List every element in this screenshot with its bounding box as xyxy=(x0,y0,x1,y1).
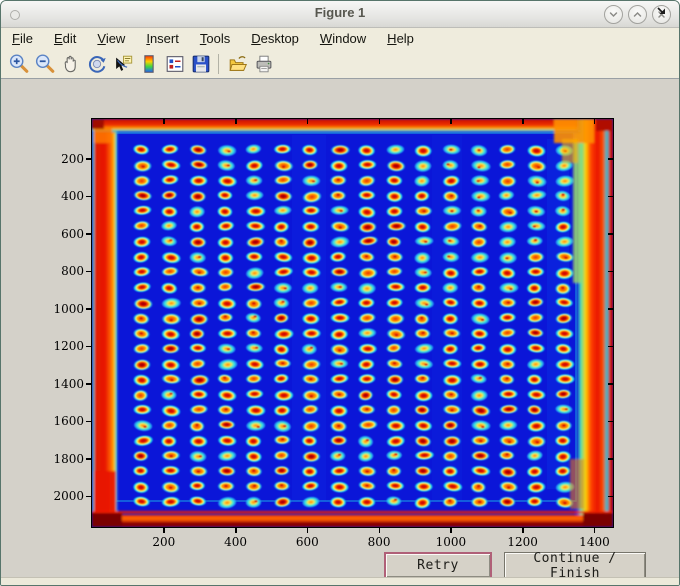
menu-item-window[interactable]: Window xyxy=(319,31,367,46)
x-tick xyxy=(522,528,524,533)
data-cursor-button[interactable] xyxy=(110,51,136,77)
x-tick-top xyxy=(163,119,165,124)
y-tick-label: 1000 xyxy=(53,301,84,316)
y-tick-label: 800 xyxy=(61,264,84,278)
insert-colorbar-button[interactable] xyxy=(136,51,162,77)
x-tick-label: 600 xyxy=(295,535,319,549)
y-tick-right xyxy=(608,308,613,310)
x-tick-top xyxy=(522,119,524,124)
x-tick xyxy=(163,528,165,533)
y-tick xyxy=(86,308,91,310)
x-tick-label: 800 xyxy=(367,535,391,549)
x-tick-label: 1400 xyxy=(579,535,610,549)
y-tick-right xyxy=(608,458,613,460)
y-tick-right xyxy=(608,495,613,497)
insert-legend-button[interactable] xyxy=(162,51,188,77)
y-tick-label: 1400 xyxy=(53,376,84,391)
menu-item-insert[interactable]: Insert xyxy=(146,31,179,46)
menu-item-tools[interactable]: Tools xyxy=(199,31,231,46)
y-tick xyxy=(86,345,91,347)
x-tick-top xyxy=(235,119,237,124)
microplate-heatmap-image[interactable] xyxy=(92,119,613,527)
maximize-button[interactable] xyxy=(628,5,647,24)
x-tick-top xyxy=(378,119,381,124)
open-file-button[interactable] xyxy=(225,51,251,77)
zoom-in-button[interactable] xyxy=(6,51,32,77)
save-button[interactable] xyxy=(188,51,214,77)
y-tick-right xyxy=(608,195,613,197)
x-tick xyxy=(378,528,381,533)
y-tick-label: 1600 xyxy=(53,414,84,428)
x-tick xyxy=(593,528,596,533)
figure-toolbar xyxy=(1,49,679,79)
x-tick-top xyxy=(593,119,596,124)
menu-item-desktop[interactable]: Desktop xyxy=(251,31,299,46)
continue-finish-button[interactable]: Continue / Finish xyxy=(504,551,646,581)
legend-icon xyxy=(166,55,184,72)
x-tick-top xyxy=(450,119,452,124)
y-tick-right xyxy=(608,158,613,160)
y-tick xyxy=(86,458,91,460)
menubar: File Edit View Insert Tools Desktop Window Help xyxy=(1,28,679,49)
open-folder-icon xyxy=(229,55,248,71)
zoom-in-icon xyxy=(9,53,29,73)
y-tick xyxy=(86,420,91,422)
window-menu-icon[interactable] xyxy=(10,10,20,20)
hand-icon xyxy=(64,55,76,72)
x-tick-label: 1000 xyxy=(435,535,467,549)
y-tick-label: 400 xyxy=(61,189,84,203)
x-tick xyxy=(235,528,237,533)
y-tick-right xyxy=(608,420,613,422)
window-title: Figure 1 xyxy=(314,5,366,20)
x-tick xyxy=(306,528,309,533)
zoom-out-icon xyxy=(35,53,55,73)
y-tick xyxy=(86,383,91,385)
menu-item-file[interactable]: File xyxy=(12,31,33,46)
y-tick-right xyxy=(608,383,613,385)
status-strip xyxy=(1,577,679,585)
y-tick xyxy=(86,495,91,497)
dock-figure-icon[interactable] xyxy=(655,4,669,18)
x-tick-label: 400 xyxy=(224,535,247,549)
y-tick-label: 2000 xyxy=(53,489,84,503)
y-tick xyxy=(86,233,91,235)
print-button[interactable] xyxy=(251,51,277,77)
minimize-button[interactable] xyxy=(604,5,623,24)
menu-item-edit[interactable]: Edit xyxy=(53,31,77,46)
figure-canvas: Retry Continue / Finish 200 400 600 800 1000… xyxy=(1,80,679,585)
chevron-down-icon xyxy=(609,12,618,18)
zoom-out-button[interactable] xyxy=(32,51,58,77)
menu-item-view[interactable]: View xyxy=(97,31,126,46)
y-tick-label: 200 xyxy=(61,151,84,166)
y-tick xyxy=(86,158,91,160)
y-tick-right xyxy=(608,233,613,235)
save-icon xyxy=(192,55,210,72)
menu-item-help[interactable]: Help xyxy=(387,31,414,46)
y-tick-right xyxy=(608,270,613,272)
pan-button[interactable] xyxy=(58,51,84,77)
printer-icon xyxy=(256,55,272,72)
y-tick xyxy=(86,270,91,272)
retry-button[interactable]: Retry xyxy=(384,552,492,579)
toolbar-separator xyxy=(218,53,219,74)
x-tick-label: 200 xyxy=(152,535,176,549)
rotate-3d-button[interactable] xyxy=(84,51,110,77)
rotate-icon xyxy=(88,55,106,73)
y-tick-label: 1800 xyxy=(53,451,84,466)
chevron-up-icon xyxy=(633,11,642,17)
plot-axes[interactable] xyxy=(91,118,614,528)
y-tick xyxy=(86,195,91,197)
x-tick-label: 1200 xyxy=(507,535,538,549)
data-cursor-icon xyxy=(116,55,133,71)
x-tick-top xyxy=(306,119,309,124)
titlebar: Figure 1 xyxy=(1,1,679,28)
colorbar-icon xyxy=(144,54,154,73)
y-tick-label: 600 xyxy=(61,226,84,241)
x-tick xyxy=(450,528,452,533)
y-tick-right xyxy=(608,345,613,347)
y-tick-label: 1200 xyxy=(53,339,84,353)
